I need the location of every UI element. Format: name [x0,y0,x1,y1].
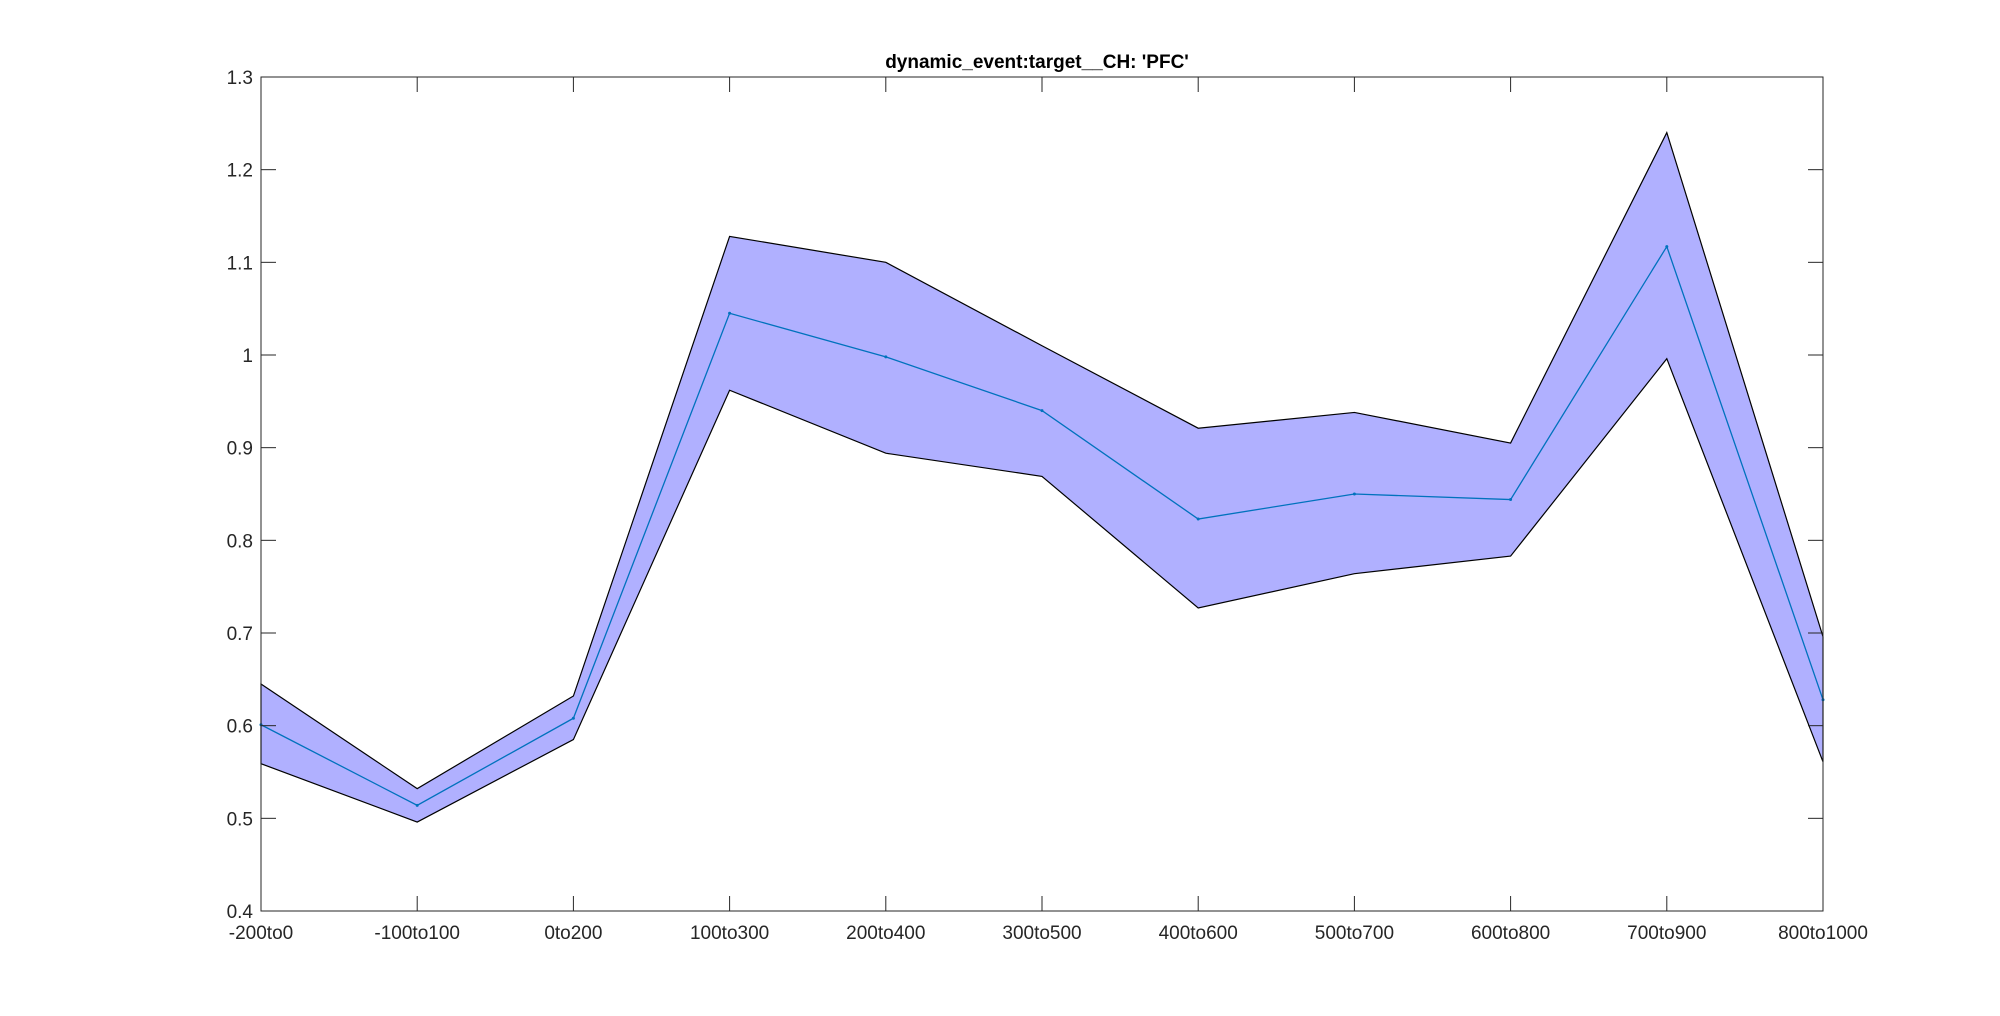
mean-point-2 [571,716,575,720]
x-tick-label-10: 800to1000 [1778,923,1868,944]
mean-point-5 [1040,409,1044,413]
y-tick-label-8: 1.2 [227,161,253,182]
x-tick-label-7: 500to700 [1315,923,1394,944]
x-tick-label-8: 600to800 [1471,923,1550,944]
mean-point-1 [415,803,419,807]
x-tick-label-9: 700to900 [1627,923,1706,944]
chart-title: dynamic_event:target__CH: 'PFC' [885,52,1189,73]
mean-point-4 [884,355,888,359]
axes: 0.4 0.5 0.6 0.7 0.8 0.9 1 1.1 1.2 1.3 -200to0 -100t… [227,68,1868,944]
y-tick-label-4: 0.8 [227,531,253,552]
mean-point-3 [728,311,732,315]
mean-point-9 [1665,245,1669,249]
x-tick-label-0: -200to0 [229,923,293,944]
y-tick-label-7: 1.1 [227,253,253,274]
mean-point-6 [1196,517,1200,521]
x-tick-label-6: 400to600 [1159,923,1238,944]
y-tick-label-0: 0.4 [227,902,254,923]
y-tick-label-1: 0.5 [227,809,253,830]
y-tick-label-2: 0.6 [227,717,253,738]
y-tick-label-6: 1 [242,346,253,367]
x-tick-label-2: 0to200 [544,923,602,944]
y-tick-label-5: 0.9 [227,439,253,460]
mean-point-7 [1352,492,1356,496]
x-tick-label-3: 100to300 [690,923,769,944]
x-tick-label-5: 300to500 [1002,923,1081,944]
y-tick-label-9: 1.3 [227,68,253,89]
x-tick-label-1: -100to100 [374,923,460,944]
x-tick-label-4: 200to400 [846,923,925,944]
mean-point-8 [1509,498,1513,502]
y-tick-label-3: 0.7 [227,624,253,645]
